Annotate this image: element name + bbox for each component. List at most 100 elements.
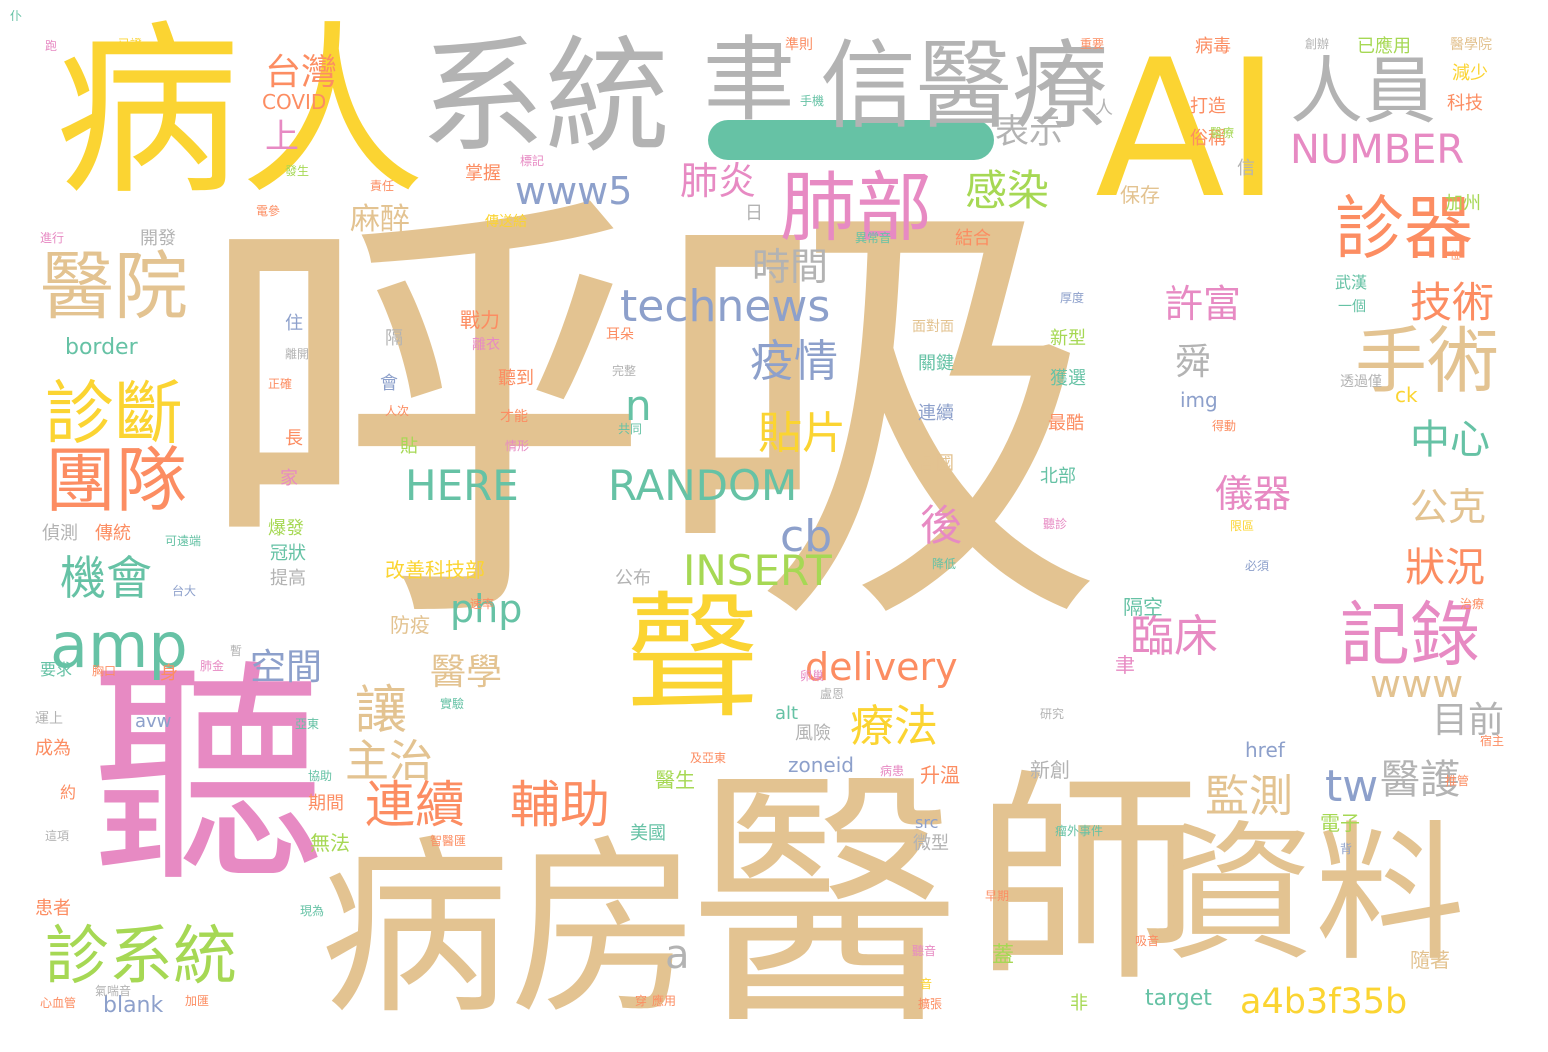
word-129: 信 (1237, 158, 1255, 179)
word-178: 研究 (1040, 707, 1065, 721)
word-122: 住 (285, 313, 303, 334)
word-113: href (1245, 738, 1285, 762)
word-112: ck (1395, 383, 1418, 407)
word-141: 重要 (1080, 37, 1105, 51)
word-97: 電子 (1320, 811, 1360, 835)
word-115: src (915, 813, 939, 832)
word-19: amp (50, 609, 188, 682)
word-68: 醫學院 (1450, 37, 1492, 53)
word-98: 美國 (630, 823, 666, 844)
word-186: 聽音 (912, 944, 937, 958)
word-4: 聽 (90, 641, 325, 914)
word-2: 師 (975, 751, 1200, 1013)
word-149: 位 (1450, 251, 1460, 262)
word-177: 病患 (880, 764, 905, 778)
word-42: 感染 (965, 166, 1050, 215)
word-73: 俗稱 (1190, 128, 1226, 149)
word-131: 身 (160, 663, 178, 684)
word-69: 病毒 (1195, 36, 1231, 57)
word-135: 穿 (635, 994, 648, 1008)
word-111: img (1180, 388, 1218, 412)
word-5: 病人 (55, 4, 425, 220)
word-197: 治療 (1460, 597, 1485, 611)
word-143: 電參 (256, 204, 281, 218)
word-192: 加匯 (185, 994, 210, 1008)
word-170: 胸口 (92, 664, 117, 678)
word-165: 台大 (172, 584, 197, 598)
word-16: 手術 (1355, 319, 1500, 403)
word-132: 聿 (1115, 653, 1135, 677)
word-146: 醫療 (1210, 126, 1235, 140)
word-151: 耳朵 (606, 327, 634, 343)
word-194: 氣喘音 (95, 984, 132, 998)
word-195: 卵巢 (800, 669, 825, 683)
word-168: 速率 (470, 597, 495, 611)
word-145: 標記 (520, 154, 545, 168)
word-24: NUMBER (1290, 127, 1465, 173)
word-86: 北部 (1040, 466, 1076, 487)
word-62: 後 (920, 501, 963, 550)
word-63: 舜 (1175, 342, 1212, 383)
word-190: 擴張 (918, 997, 943, 1011)
word-140: 準則 (785, 37, 813, 53)
word-61: tw (1325, 761, 1379, 812)
word-78: 開發 (140, 228, 176, 249)
word-125: 貼 (400, 436, 418, 457)
word-8: 聿 (703, 27, 796, 134)
word-1: 醫 (690, 747, 960, 1052)
word-29: php (450, 587, 523, 631)
word-180: 這項 (45, 829, 70, 843)
word-37: 臨床 (1130, 611, 1218, 662)
word-118: blank (103, 993, 164, 1018)
word-53: 醫學 (430, 652, 503, 693)
word-3: 病房 (320, 819, 701, 1040)
word-196: 離開 (285, 347, 310, 361)
word-20: 診系統 (45, 920, 237, 994)
word-136: 跑 (45, 39, 58, 53)
word-123: 隔 (385, 328, 403, 349)
word-153: 離衣 (472, 337, 500, 353)
word-161: 正確 (268, 377, 293, 391)
word-50: 目前 (1432, 700, 1505, 741)
word-171: 肺金 (200, 659, 225, 673)
word-28: delivery (805, 645, 958, 689)
word-44: 許富 (1165, 282, 1242, 326)
word-11: 資料 (1165, 808, 1466, 982)
word-107: 爆發 (268, 518, 304, 539)
word-158: 情形 (505, 439, 530, 453)
word-57: 表示 (995, 112, 1063, 152)
word-34: 讓 (355, 681, 408, 741)
word-12: 人員 (1290, 49, 1436, 134)
word-137: 已證 (118, 37, 143, 51)
word-67: 已應用 (1357, 36, 1411, 57)
word-59: cb (780, 511, 833, 562)
word-166: 降低 (932, 557, 957, 571)
word-22: technews (620, 281, 831, 332)
word-114: alt (775, 703, 799, 724)
word-49: 醫護 (1380, 757, 1460, 803)
word-134: 非 (1070, 993, 1088, 1014)
word-47: 公克 (1410, 485, 1487, 529)
word-58: 麻醉 (350, 202, 410, 237)
word-77: 傳送給 (485, 214, 527, 230)
word-108: 提高 (270, 568, 306, 589)
word-174: 亞東 (295, 717, 320, 731)
word-121: 公布 (615, 568, 651, 589)
word-55: 上 (265, 117, 299, 157)
word-18: 團隊 (45, 439, 188, 522)
word-176: 及亞東 (690, 751, 727, 765)
word-54: 台灣 (265, 52, 338, 93)
word-128: 日 (745, 203, 763, 224)
word-94: 升溫 (920, 763, 960, 787)
word-182: 智醫匯 (430, 834, 467, 848)
word-31: www (1370, 662, 1464, 706)
word-105: 傳統 (95, 523, 131, 544)
word-88: 連續 (918, 403, 954, 424)
word-26: HERE (405, 461, 519, 510)
word-139: 手機 (800, 94, 825, 108)
word-84: 獲選 (1050, 368, 1086, 389)
word-162: 聽診 (1043, 517, 1068, 531)
word-187: 吸音 (1135, 934, 1160, 948)
word-0: 呼吸 (195, 153, 1105, 682)
word-27: INSERT (683, 546, 832, 595)
